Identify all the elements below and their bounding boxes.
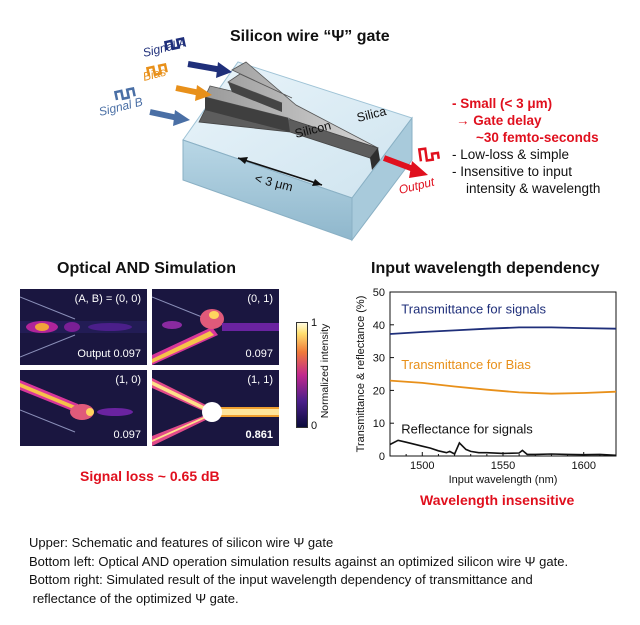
bias-arrow [195, 85, 212, 101]
signal-a-arrow [216, 62, 232, 78]
sim-panel-10-label: (1, 0) [115, 374, 141, 386]
x-tick-label: 1500 [410, 460, 434, 472]
sim-panel-10-value: 0.097 [113, 429, 141, 441]
y-tick-label: 0 [379, 451, 385, 463]
y-tick-label: 20 [373, 385, 385, 397]
feature-femtoseconds: ~30 femto-seconds [476, 130, 599, 145]
signal-loss: Signal loss ~ 0.65 dB [80, 468, 220, 484]
features-list: - Small (< 3 μm) → Gate delay ~30 femto-… [452, 95, 600, 197]
y-axis-label: Transmittance & reflectance (%) [355, 296, 367, 453]
output-pulse-icon [417, 147, 440, 162]
feature-low-loss: - Low-loss & simple [452, 147, 570, 162]
caption-bottom-right-cont: reflectance of the optimized Ψ gate. [29, 590, 239, 606]
caption-bottom-left: Bottom left: Optical AND operation simul… [29, 553, 569, 569]
colorbar-max: 1 [311, 317, 318, 329]
series-line-3 [389, 439, 617, 457]
output-arrow [409, 161, 428, 178]
silicon-gate-schematic: Signal A Bias Signal B Silicon Silica < … [97, 36, 440, 242]
sim-panel-01-value: 0.097 [245, 348, 273, 360]
signal-b-arrow [173, 110, 190, 126]
chart-title: Input wavelength dependency [371, 260, 600, 277]
feature-small: - Small (< 3 μm) [452, 96, 553, 111]
sim-panel-11: (1, 1) 0.861 [152, 370, 279, 446]
y-tick-label: 10 [373, 418, 385, 430]
caption-bottom-right: Bottom right: Simulated result of the in… [29, 572, 533, 587]
colorbar [296, 322, 308, 428]
sim-panel-11-value: 0.861 [245, 429, 273, 441]
y-tick-label: 50 [373, 287, 385, 299]
signal-a-label: Signal A [141, 36, 187, 60]
captions: Upper: Schematic and features of silicon… [29, 534, 568, 608]
colorbar-min: 0 [311, 420, 318, 432]
caption-upper: Upper: Schematic and features of silicon… [29, 535, 334, 550]
output-label: Output [397, 174, 436, 196]
signal-b-pulse-icon [113, 86, 136, 101]
sim-panel-00-value: Output 0.097 [77, 348, 141, 360]
bias-label: Bias [141, 65, 167, 84]
feature-gate-delay: → Gate delay [456, 113, 542, 128]
y-tick-label: 40 [373, 320, 385, 332]
series-label-3: Reflectance for signals [401, 422, 533, 437]
wavelength-chart: 0 10 20 30 40 50 1500 1550 1600 Input wavelength … [355, 287, 617, 486]
bias-pulse-icon [145, 62, 168, 77]
sim-panel-10: (1, 0) 0.097 [20, 370, 147, 446]
sim-panel-01: (0, 1) 0.097 [152, 289, 279, 365]
feature-insensitive-cont: intensity & wavelength [466, 181, 601, 196]
chart-footer: Wavelength insensitive [420, 492, 575, 508]
x-tick-label: 1550 [491, 460, 515, 472]
series-line-2 [389, 379, 617, 395]
x-tick-label: 1600 [571, 460, 595, 472]
dimension-arrow [237, 157, 323, 186]
x-axis-label: Input wavelength (nm) [449, 474, 558, 486]
series-label-2: Transmittance for Bias [401, 357, 531, 372]
feature-insensitive: - Insensitive to input [452, 164, 573, 179]
sim-panel-00-label: (A, B) = (0, 0) [74, 293, 141, 305]
schematic-title: Silicon wire “Ψ” gate [230, 28, 390, 45]
signal-b-label: Signal B [97, 95, 144, 119]
sim-panel-01-label: (0, 1) [247, 293, 273, 305]
series-line-1 [389, 326, 617, 335]
sim-panel-00: (A, B) = (0, 0) Output 0.097 [20, 289, 147, 365]
sim-panel-11-label: (1, 1) [247, 374, 273, 386]
y-tick-label: 30 [373, 353, 385, 365]
series-label-1: Transmittance for signals [401, 301, 546, 316]
silica-side [351, 116, 413, 242]
signal-a-pulse-icon [163, 36, 186, 51]
simulation-title: Optical AND Simulation [57, 260, 236, 277]
